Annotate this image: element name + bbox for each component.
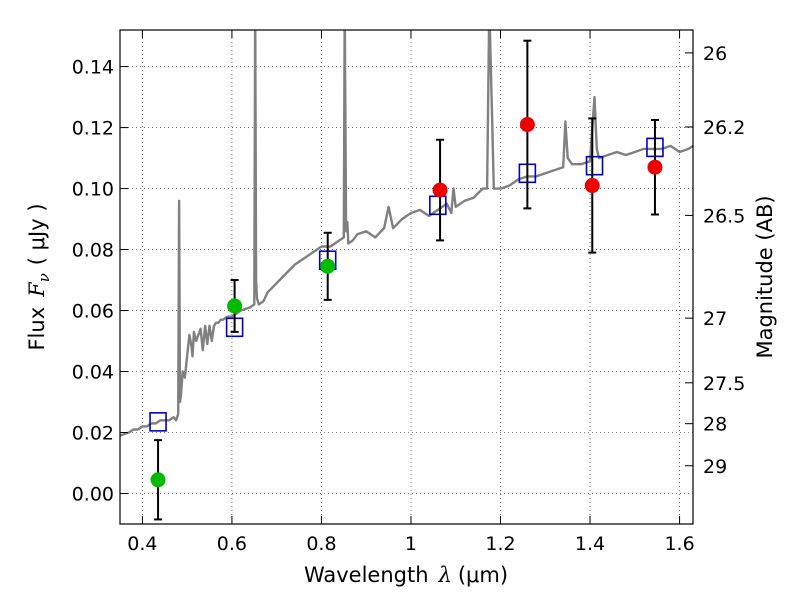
- markers: [149, 39, 664, 521]
- x-tick-label: 0.6: [217, 533, 247, 555]
- y2-tick-label: 29: [703, 456, 727, 478]
- x-tick-label: 0.4: [127, 533, 157, 555]
- x-tick-label: 1.6: [664, 533, 694, 555]
- x-axis-title: Wavelength λ (μm): [304, 563, 508, 587]
- observed-point: [150, 472, 166, 488]
- observed-point: [647, 159, 663, 175]
- x-tick-label: 1.2: [485, 533, 515, 555]
- x-tick-label: 1: [405, 533, 417, 555]
- plot-area: [120, 30, 693, 437]
- spectrum-line: [120, 30, 693, 437]
- y2-tick-label: 26: [703, 43, 727, 65]
- y2-tick-label: 28: [703, 414, 727, 436]
- y-axis-title-symbol: F: [25, 281, 49, 298]
- x-axis-title-symbol: λ: [438, 563, 452, 587]
- model-point: [149, 412, 167, 432]
- x-axis-title-unit: (μm): [458, 563, 508, 587]
- y-tick-label: 0.10: [72, 179, 114, 201]
- y2-tick-label: 27.5: [703, 373, 745, 395]
- y-tick-label: 0.02: [72, 423, 114, 445]
- y-tick-label: 0.08: [72, 240, 114, 262]
- y2-tick-label: 26.5: [703, 205, 745, 227]
- y2-axis-title: Magnitude (AB): [753, 195, 777, 358]
- observed-point: [519, 117, 535, 133]
- model-point: [585, 155, 604, 176]
- axes: 0.4 0.6 0.8 1 1.2 1.4 1.6 0.00 0.02 0.04 0.06 0.08 0…: [72, 30, 745, 555]
- x-tick-label: 0.8: [306, 533, 336, 555]
- y-tick-label: 0.12: [72, 118, 114, 140]
- y-axis-title: Flux Fν ( μJy ): [25, 203, 53, 350]
- y-tick-label: 0.14: [72, 57, 114, 79]
- x-axis-title-text: Wavelength: [304, 563, 429, 587]
- observed-point: [432, 182, 448, 198]
- observed-point: [227, 298, 243, 314]
- y2-tick-label: 27: [703, 308, 727, 330]
- y-tick-label: 0.04: [72, 362, 114, 384]
- y-tick-label: 0.00: [72, 484, 114, 506]
- observed-point: [320, 258, 336, 274]
- y-axis-title-subscript: ν: [35, 273, 53, 282]
- plot-frame: [119, 29, 694, 525]
- y-tick-label: 0.06: [72, 301, 114, 323]
- grid: [120, 30, 693, 524]
- x-tick-label: 1.4: [575, 533, 605, 555]
- y-axis-title-text: Flux: [25, 307, 49, 351]
- y-axis-title-unit: ( μJy ): [25, 203, 49, 265]
- y2-tick-label: 26.2: [703, 117, 745, 139]
- observed-point: [584, 178, 600, 194]
